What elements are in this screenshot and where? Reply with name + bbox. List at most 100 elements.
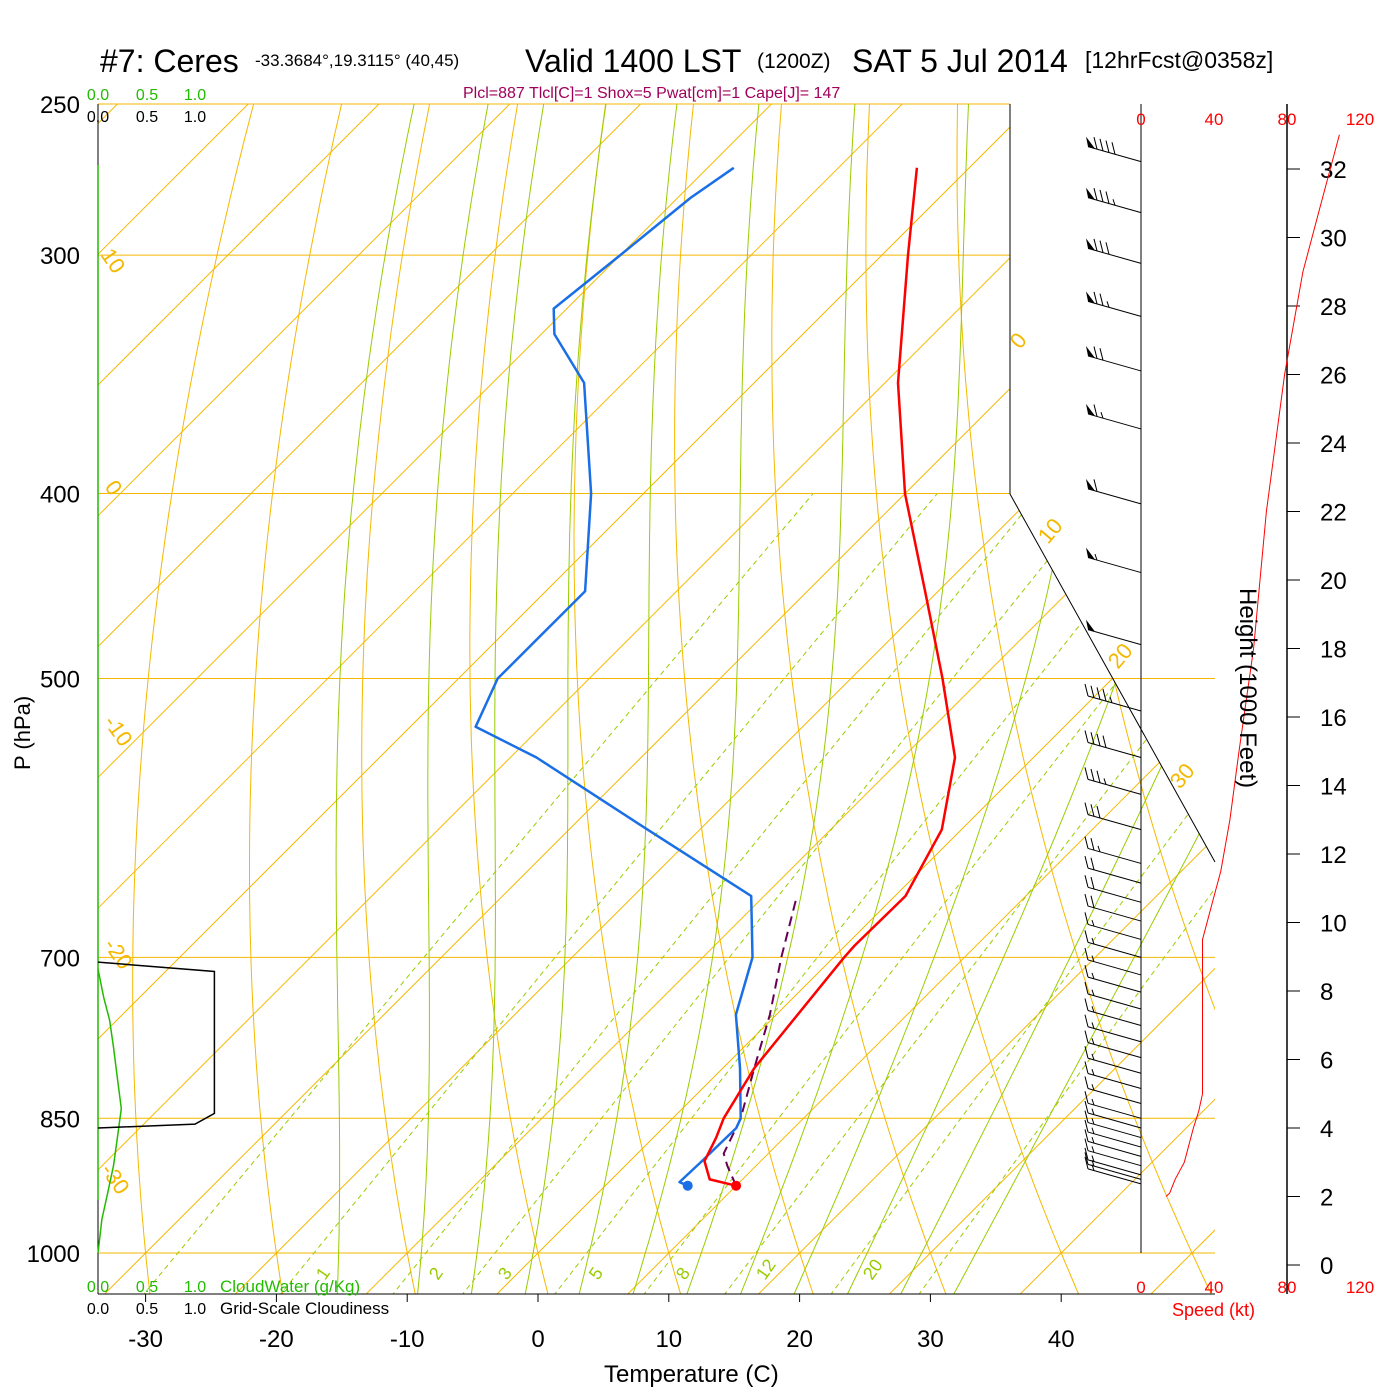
isotherm-label: -20 [99,934,138,974]
wind-barb-flag [1086,291,1095,304]
pressure-tick-label: 850 [40,1106,80,1133]
wind-barb-shaft [1087,1042,1142,1059]
mixing-ratio-line [118,493,814,1294]
wind-barb-feather [1084,912,1089,925]
wind-barb-shaft [1087,1159,1142,1176]
isotherm-line [204,104,1215,1294]
cloud-tick-label: 0.0 [87,1301,109,1318]
height-tick-label: 6 [1320,1048,1333,1075]
wind-barb-half-feather [1091,1136,1095,1144]
wind-barb-feather [1084,855,1089,869]
cloud-tick-label: 0.5 [136,1301,158,1318]
wind-barb-feather [1090,768,1095,782]
wind-barb-shaft [1087,905,1142,922]
wind-barb-half-feather [1103,778,1107,785]
wind-barb-feather [1111,142,1116,155]
pressure-tick-label: 1000 [27,1241,80,1268]
wind-barb-feather [1102,688,1107,702]
dry-adiabat-line [573,104,691,1294]
wind-barb-feather [1093,291,1098,305]
dry-adiabat-line [1131,104,1215,1294]
wind-barb-shaft [1087,778,1142,795]
mixing-ratio-label: 3 [494,1264,516,1284]
dry-adiabat-line [361,104,437,1294]
wind-barb-half-feather [1100,412,1104,419]
wind-speed-line [1165,134,1340,1197]
dry-adiabat-line [249,104,351,1294]
speed-tick-label-bottom: 120 [1346,1278,1374,1297]
wind-speed-panel: 0040408080120120024681012141618202224262… [1136,104,1374,1297]
wind-barb-feather [1084,947,1089,961]
wind-barb-shaft [1087,1057,1142,1074]
wind-barb-feather [1090,838,1095,851]
wind-barb-half-feather [1091,1127,1095,1134]
wind-barb-half-feather [1109,696,1113,703]
wind-barb-feather [1093,137,1098,150]
height-tick-label: 12 [1320,842,1347,869]
plot-frame-right [1009,104,1216,863]
isotherm-line [98,104,675,1294]
wind-barb-feather [1096,733,1101,747]
isotherm-line [858,104,1215,1294]
wind-barb-feather [1084,683,1089,697]
height-tick-label: 0 [1320,1253,1333,1280]
wind-barb-feather [1090,685,1095,698]
temperature-line [703,167,957,1187]
dry-adiabat-line [956,104,1215,1294]
wind-barb-feather [1105,140,1110,153]
y-axis-title: P (hPa) [10,696,35,770]
wind-barb-flag [1086,345,1095,358]
wind-barb-half-feather [1091,937,1095,945]
plot-frame [97,104,1216,1295]
parcel-line [722,895,798,1187]
isotherm-line [989,104,1215,1294]
wind-barb-feather [1096,770,1101,783]
dry-adiabat-line [132,104,264,1294]
isotherm-label: 0 [1005,328,1032,353]
dry-adiabat-line [469,104,557,1294]
wind-barb-half-feather [1091,989,1095,996]
dry-adiabat-line [771,104,959,1294]
height-tick-label: 22 [1320,500,1347,527]
height-tick-label: 26 [1320,363,1347,390]
wind-barb-feather [1084,965,1089,978]
isotherm-label: -10 [99,711,138,751]
wind-barb-feather [1099,240,1104,253]
height-tick-label: 28 [1320,294,1347,321]
height-tick-label: 4 [1320,1116,1333,1143]
moist-adiabat-line [466,104,551,1294]
wind-barb-shaft [1087,413,1142,430]
cloud-water-line [97,968,123,1254]
wind-barb-feather [1084,1091,1089,1104]
wind-barb-feather [1096,687,1101,700]
isotherm-line [335,104,1215,1294]
wind-barb-feather [1084,930,1089,943]
wind-barb-shaft [1087,1168,1142,1185]
moist-adiabat-line [937,104,1215,1294]
isotherm-line [98,104,1198,1294]
pressure-tick-label: 400 [40,482,80,509]
wind-barb-feather [1099,348,1104,361]
wind-barb-flag [1086,238,1095,251]
wind-barb-feather [1084,893,1089,907]
wind-barb-feather [1084,981,1089,995]
temperature-tick-label: -20 [259,1326,294,1353]
cloud-tick-label: 0.0 [87,87,109,104]
mixing-ratio-label: 12 [752,1255,780,1283]
wind-barb-feather [1084,802,1089,815]
dry-adiabat-line [674,104,825,1294]
wind-barb-flag [1086,136,1095,149]
mixing-ratio-line [368,493,1040,1294]
wind-barb-feather [1084,836,1089,849]
wind-barb-flag [1086,478,1095,491]
valid-time: Valid 1400 LST [525,43,741,79]
wind-barb-feather [1093,479,1098,492]
wind-barb-flag [1086,403,1095,416]
pressure-tick-label: 500 [40,667,80,694]
isotherm-line [597,104,1215,1294]
thermo-lines [98,104,1215,1294]
speed-tick-label-top: 0 [1136,110,1145,129]
isotherm-label: 10 [96,244,131,278]
wind-barb-shaft [1087,1073,1142,1089]
wind-barb-feather [1090,732,1095,745]
